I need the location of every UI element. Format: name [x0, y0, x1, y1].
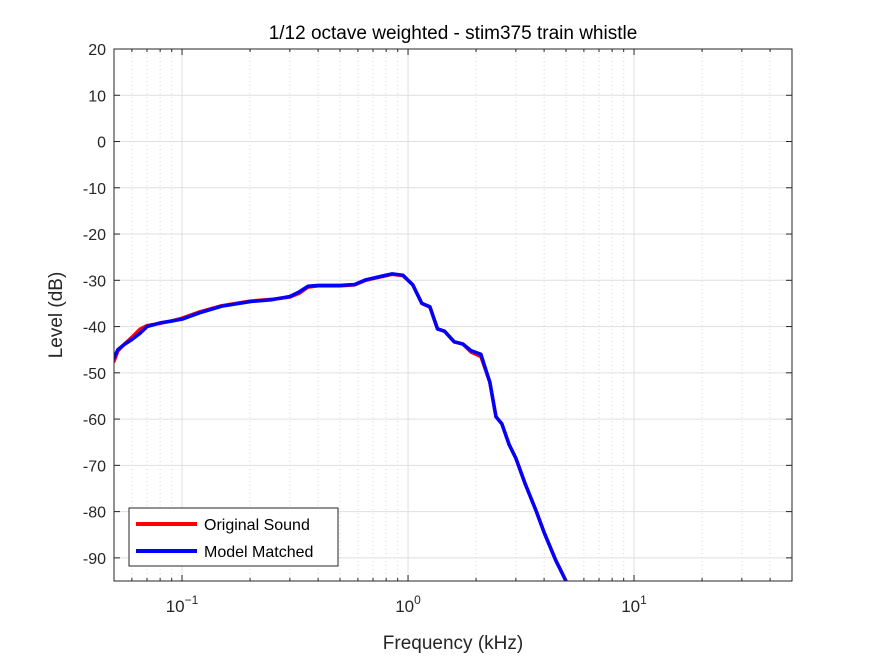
x-tick-label: 100	[395, 593, 421, 616]
y-tick-label: 20	[88, 42, 106, 59]
legend-label-original-sound: Original Sound	[204, 517, 310, 534]
legend: Original Sound Model Matched	[128, 507, 339, 567]
y-tick-label: -40	[83, 320, 106, 337]
y-tick-label: 10	[88, 88, 106, 105]
y-tick-label: -10	[83, 181, 106, 198]
y-tick-label: -70	[83, 458, 106, 475]
x-tick-label: 10−1	[166, 593, 199, 616]
legend-box	[128, 507, 339, 567]
x-tick-label: 101	[621, 593, 647, 616]
y-tick-label: -20	[83, 227, 106, 244]
y-axis-label: Level (dB)	[46, 272, 67, 359]
plot-background	[114, 49, 792, 581]
chart-title: 1/12 octave weighted - stim375 train whi…	[269, 23, 638, 44]
x-axis-label: Frequency (kHz)	[383, 633, 523, 654]
plot-frame	[113, 48, 793, 582]
y-tick-label: -80	[83, 505, 106, 522]
y-tick-label: -30	[83, 273, 106, 290]
y-tick-label: 0	[97, 135, 106, 152]
series-line-model-matched	[114, 272, 568, 581]
y-tick-label: -50	[83, 366, 106, 383]
y-tick-label: -90	[83, 551, 106, 568]
legend-label-model-matched: Model Matched	[204, 544, 313, 561]
y-tick-label: -60	[83, 412, 106, 429]
data-lines	[114, 272, 568, 581]
